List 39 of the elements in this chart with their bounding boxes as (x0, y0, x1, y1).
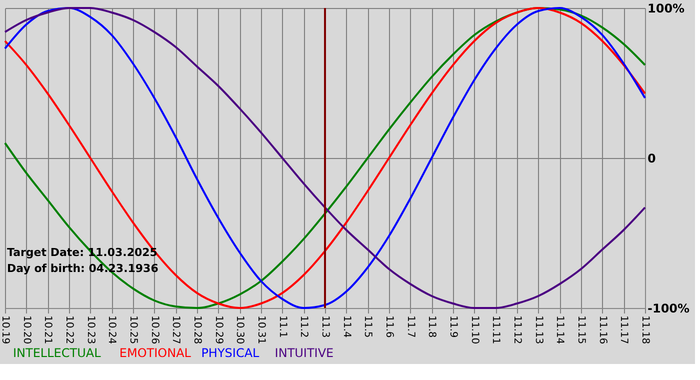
text: INTUITIVE (274, 346, 334, 360)
x-tick-label: 11.16 (596, 316, 608, 344)
x-tick-label: 11.5 (362, 316, 374, 338)
y-tick-label: -100% (648, 302, 690, 316)
x-tick-label: 11.2 (298, 316, 310, 338)
x-tick-label: 11.4 (340, 316, 352, 338)
x-tick-label: 11.10 (468, 316, 480, 344)
x-tick-label: 10.21 (42, 316, 54, 344)
x-tick-label: 10.25 (128, 316, 138, 344)
x-tick-label: 11.11 (490, 316, 502, 344)
x-tick-label: 11.12 (512, 316, 522, 344)
x-tick-label: 10.27 (170, 316, 182, 344)
x-tick-label: 11.13 (532, 316, 544, 344)
x-tick-label: 10.23 (84, 316, 96, 344)
x-tick-label: 11.8 (426, 316, 438, 338)
x-tick-label: 11.9 (448, 316, 458, 338)
text: PHYSICAL (201, 346, 260, 360)
line-series (4, 7, 646, 309)
x-tick-label: 11.17 (618, 316, 630, 344)
x-tick-label: 10.28 (192, 316, 202, 344)
x-tick-label: 10.22 (64, 316, 74, 344)
x-tick-label: 10.30 (234, 316, 246, 344)
x-tick-label: 10.29 (212, 316, 224, 344)
x-tick-label: 10.20 (20, 316, 32, 344)
x-tick-label: 10.24 (106, 316, 118, 344)
x-tick-label: 11.18 (640, 316, 650, 344)
x-tick-label: 10.26 (148, 316, 160, 344)
x-tick-label: 10.31 (256, 316, 266, 344)
text: EMOTIONAL (119, 346, 192, 360)
y-tick-label: 100% (648, 2, 685, 16)
x-tick-label: 11.3 (320, 316, 330, 338)
x-tick-label: 11.1 (276, 316, 288, 338)
y-tick-label: 0 (648, 152, 656, 166)
x-tick-label: 11.7 (404, 316, 416, 338)
x-tick-label: 11.6 (384, 316, 394, 338)
x-tick-label: 11.14 (554, 316, 566, 344)
text: INTELLECTUAL (13, 346, 102, 360)
x-tick-label: 10.19 (0, 316, 10, 344)
x-tick-label: 11.15 (576, 316, 586, 344)
